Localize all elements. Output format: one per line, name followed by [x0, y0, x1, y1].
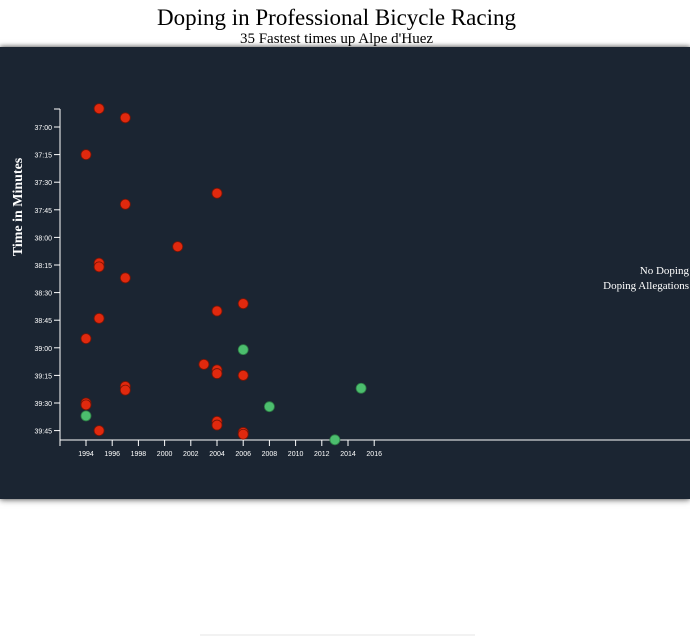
x-tick-label: 1996: [104, 451, 120, 458]
point-doping: [93, 312, 105, 324]
x-axis: 1994 1996 1998 2000 2002 2004 2006 2008 2010 2012…: [59, 439, 690, 458]
chart-panel: 1994 1996 1998 2000 2002 2004 2006 2008 2010 2012…: [0, 47, 690, 499]
x-tick-label: 2002: [183, 451, 199, 458]
point-doping: [211, 187, 223, 199]
point-no-doping: [237, 344, 249, 356]
y-axis-label: Time in Minutes: [11, 157, 26, 256]
chart-title: Doping in Professional Bicycle Racing: [157, 5, 516, 30]
point-doping: [211, 419, 223, 431]
point-doping: [93, 425, 105, 437]
y-tick-label: 37:45: [34, 208, 52, 215]
legend-label: Doping Allegations: [603, 280, 689, 292]
legend-label: No Doping: [640, 265, 690, 277]
point-doping: [80, 399, 92, 411]
x-tick-label: 2006: [235, 451, 251, 458]
point-no-doping: [80, 410, 92, 422]
point-doping: [172, 241, 184, 253]
data-points: [80, 103, 367, 446]
point-no-doping: [329, 434, 341, 446]
point-doping: [80, 149, 92, 160]
x-tick-label: 2010: [288, 451, 304, 458]
point-doping: [237, 428, 249, 440]
x-tick-label: 2000: [157, 451, 173, 458]
legend: No Doping Doping Allegations: [603, 265, 689, 292]
point-no-doping: [355, 382, 367, 394]
y-tick-label: 39:30: [34, 401, 52, 408]
point-doping: [119, 198, 131, 210]
point-doping: [237, 369, 249, 381]
chart-subtitle: 35 Fastest times up Alpe d'Huez: [239, 31, 434, 47]
y-tick-label: 39:45: [34, 429, 52, 436]
point-doping: [93, 103, 105, 114]
x-tick-label: 2004: [209, 451, 225, 458]
x-tick-label: 2012: [314, 451, 330, 458]
scatter-plot: 1994 1996 1998 2000 2002 2004 2006 2008 2010 2012…: [11, 103, 690, 458]
y-tick-label: 38:45: [34, 318, 52, 325]
y-tick-label: 37:15: [34, 153, 52, 160]
y-tick-label: 39:00: [34, 346, 52, 353]
point-doping: [211, 305, 223, 317]
y-tick-label: 38:15: [34, 263, 52, 270]
point-doping: [119, 384, 131, 396]
y-tick-label: 38:30: [34, 291, 52, 298]
point-doping: [93, 261, 105, 273]
x-tick-label: 2016: [366, 451, 382, 458]
x-tick-label: 1994: [78, 451, 94, 458]
point-no-doping: [263, 401, 275, 413]
bottom-divider: [200, 634, 475, 636]
y-tick-label: 37:30: [34, 180, 52, 187]
point-doping: [119, 112, 131, 124]
point-doping: [211, 368, 223, 379]
x-tick-label: 2014: [340, 451, 356, 458]
x-tick-label: 1998: [131, 451, 147, 458]
point-doping: [237, 298, 249, 310]
y-tick-label: 39:15: [34, 373, 52, 380]
y-tick-label: 38:00: [34, 235, 52, 242]
point-doping: [198, 358, 210, 370]
y-axis: 37:00 37:15 37:30 37:45 38:00 38:15 38:30 38:45…: [34, 108, 61, 440]
y-tick-label: 37:00: [34, 125, 52, 132]
point-doping: [119, 272, 131, 284]
point-doping: [80, 333, 92, 345]
x-tick-label: 2008: [262, 451, 278, 458]
